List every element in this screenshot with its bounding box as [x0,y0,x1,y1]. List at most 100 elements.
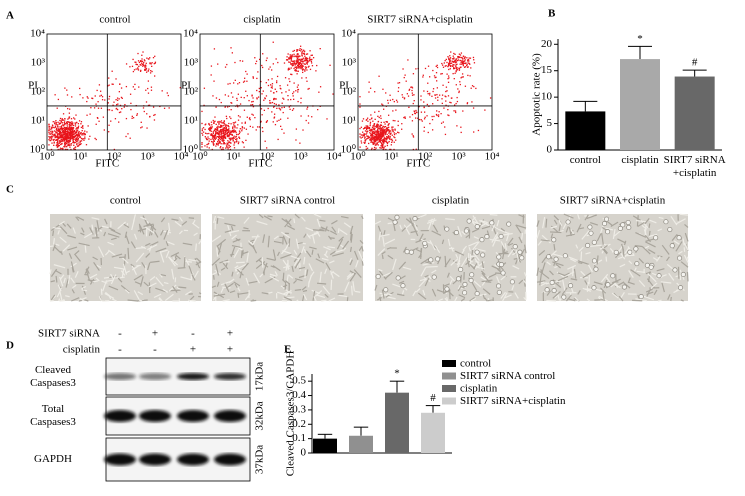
dot [466,57,467,58]
dot [222,139,223,140]
dot [311,62,312,63]
dot [365,130,366,131]
dot [300,115,301,116]
dot [64,143,65,144]
dot [253,101,254,102]
dot [437,100,438,101]
dot [326,118,327,119]
dot [292,110,293,111]
dot [459,54,460,55]
y-tick-label: 10¹ [184,115,198,127]
dot [262,67,263,68]
dot [48,144,49,145]
dot [125,136,126,137]
dot [413,94,414,95]
round-cell [664,220,668,224]
dot [409,116,410,117]
dot [367,121,368,122]
dot [450,51,451,52]
dot [376,125,377,126]
cell [214,275,215,280]
x-tick-label: 10³ [140,151,155,163]
dot [69,124,70,125]
dot [75,114,76,115]
dot [217,136,218,137]
dot [112,71,113,72]
dot [208,138,209,139]
dot [245,123,246,124]
band [104,373,136,380]
legend-swatch [442,385,456,392]
y-axis-label: PI [28,80,38,92]
round-cell [606,283,610,287]
dot [454,60,455,61]
round-cell [588,225,592,229]
dot [362,120,363,121]
dot [54,134,55,135]
bar [421,413,445,453]
dot [268,85,269,86]
cell [217,218,218,224]
dot [484,109,485,110]
dot [247,133,248,134]
dot [84,136,85,137]
legend-label: SIRT7 siRNA+cisplatin [460,395,566,407]
dot [457,57,458,58]
plot-title: control [99,14,130,26]
dot [297,91,298,92]
round-cell [480,253,484,257]
cell [297,300,299,301]
dot [59,143,60,144]
dot [64,140,65,141]
dot [67,124,68,125]
cell [687,272,688,282]
band [214,373,246,380]
cell [128,248,129,259]
dot [289,106,290,107]
dot [247,95,248,96]
round-cell [670,244,674,248]
dot [268,108,269,109]
dot [416,112,417,113]
dot [391,144,392,145]
dot [256,61,257,62]
dot [242,141,243,142]
dot [64,124,65,125]
dot [55,131,56,132]
dot [306,67,307,68]
y-tick-label: 10³ [184,57,199,69]
dot [296,60,297,61]
dot [79,140,80,141]
dot [137,53,138,54]
dot [454,68,455,69]
dot [300,102,301,103]
dot [436,94,437,95]
dot [146,127,147,128]
dot [275,124,276,125]
dot [428,93,429,94]
dot [74,136,75,137]
dot [390,100,391,101]
dot [445,91,446,92]
dot [292,61,293,62]
dot [445,100,446,101]
dot [385,92,386,93]
dot [229,134,230,135]
round-cell [628,250,632,254]
dot [392,135,393,136]
dot [465,59,466,60]
dot [420,99,421,100]
dot [270,102,271,103]
dot [460,57,461,58]
dot [233,129,234,130]
dot [136,115,137,116]
band [177,373,209,380]
dot [372,142,373,143]
dot [379,128,380,129]
dot [428,66,429,67]
dot [209,147,210,148]
dot [473,86,474,87]
dot [240,128,241,129]
dot [202,134,203,135]
dot [469,57,470,58]
